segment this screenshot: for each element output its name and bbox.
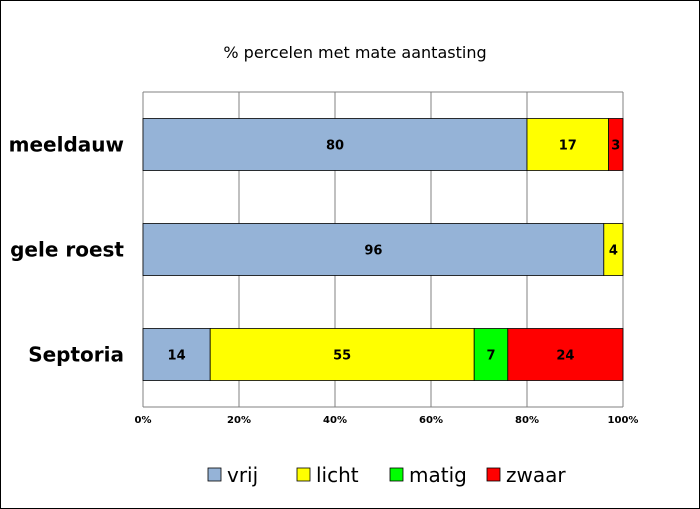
legend-swatch-zwaar bbox=[486, 467, 501, 482]
legend-label-vrij: vrij bbox=[227, 463, 258, 487]
data-label: 3 bbox=[611, 139, 620, 154]
data-label: 4 bbox=[609, 244, 618, 259]
legend-swatch-matig bbox=[389, 467, 404, 482]
category-label: meeldauw bbox=[9, 133, 124, 157]
bars bbox=[142, 118, 624, 381]
bar-vrij-1 bbox=[142, 223, 605, 276]
category-labels: meeldauw gele roest Septoria bbox=[9, 133, 125, 367]
category-label: Septoria bbox=[28, 343, 124, 367]
data-label: 7 bbox=[486, 349, 495, 364]
bar-licht-2 bbox=[209, 328, 475, 381]
x-axis-ticks: 0% 20% 40% 60% 80% 100% bbox=[135, 415, 639, 426]
data-label: 96 bbox=[364, 244, 382, 259]
legend: vrij licht matig zwaar bbox=[207, 463, 566, 487]
x-tick-label: 0% bbox=[135, 415, 152, 426]
bar-zwaar-2 bbox=[507, 328, 624, 381]
data-label: 14 bbox=[168, 349, 186, 364]
legend-label-zwaar: zwaar bbox=[506, 463, 566, 487]
data-labels: 80 17 3 96 4 14 55 7 24 bbox=[168, 139, 621, 364]
x-tick-label: 100% bbox=[608, 415, 639, 426]
data-label: 80 bbox=[326, 139, 344, 154]
data-label: 55 bbox=[333, 349, 351, 364]
chart-title: % percelen met mate aantasting bbox=[223, 43, 486, 62]
x-tick-label: 40% bbox=[323, 415, 347, 426]
data-label: 24 bbox=[556, 349, 574, 364]
legend-swatch-vrij bbox=[207, 467, 222, 482]
bar-vrij-2 bbox=[142, 328, 211, 381]
legend-label-matig: matig bbox=[409, 463, 467, 487]
x-tick-label: 20% bbox=[227, 415, 251, 426]
bar-licht-1 bbox=[603, 223, 624, 276]
bar-zwaar-0 bbox=[608, 118, 624, 171]
x-tick-label: 60% bbox=[419, 415, 443, 426]
category-label: gele roest bbox=[10, 238, 124, 262]
data-label: 17 bbox=[559, 139, 577, 154]
bar-matig-2 bbox=[473, 328, 509, 381]
legend-label-licht: licht bbox=[316, 463, 359, 487]
x-tick-label: 80% bbox=[515, 415, 539, 426]
bar-vrij-0 bbox=[142, 118, 528, 171]
legend-swatch-licht bbox=[296, 467, 311, 482]
